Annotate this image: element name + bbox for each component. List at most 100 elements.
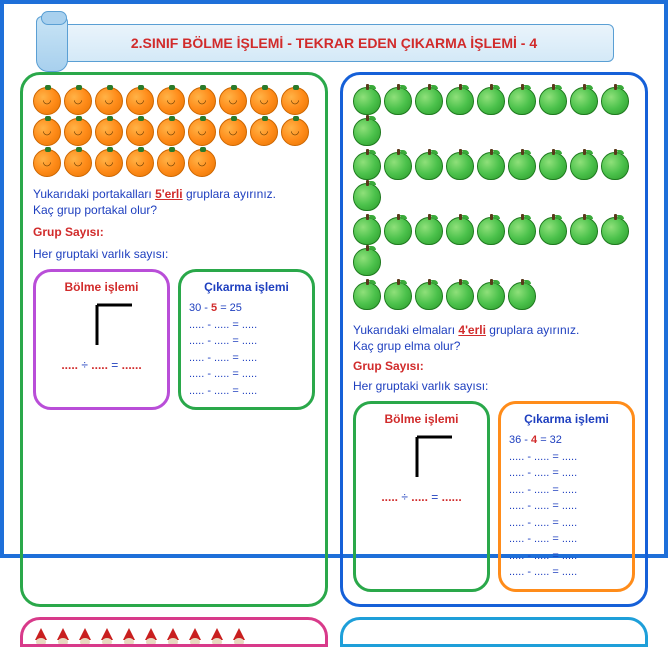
sub-line: ..... - ..... = ..... — [189, 383, 304, 400]
apple-icon — [353, 282, 381, 310]
apple-icon — [415, 87, 443, 115]
sub-first-right: 36 - 4 = 32 — [509, 432, 624, 449]
div-right: ..... — [91, 358, 108, 372]
orange-icon: ◡ — [219, 118, 247, 146]
q1-post: gruplara ayırınız. — [183, 187, 276, 201]
sub-line: ..... - ..... = ..... — [509, 548, 624, 565]
per-group-label-right: Her gruptaki varlık sayısı: — [353, 379, 635, 393]
sub-lines-right: ..... - ..... = .......... - ..... = ...… — [509, 449, 624, 581]
q1-right: Yukarıdaki elmaları 4'erli gruplara ayır… — [353, 323, 635, 337]
orange-icon: ◡ — [33, 87, 61, 115]
division-eq-left: ..... ÷ ..... = ...... — [61, 358, 141, 372]
apple-icon — [384, 87, 412, 115]
orange-icon: ◡ — [188, 149, 216, 177]
apple-icon — [353, 183, 381, 211]
panel-bottom-right — [340, 617, 648, 647]
page-title: 2.SINIF BÖLME İŞLEMİ - TEKRAR EDEN ÇIKAR… — [71, 35, 597, 51]
orange-icon: ◡ — [126, 149, 154, 177]
orange-icon: ◡ — [126, 87, 154, 115]
apple-icon — [415, 152, 443, 180]
apple-grid — [353, 87, 635, 313]
apple-icon — [353, 152, 381, 180]
apple-icon — [446, 282, 474, 310]
sub-line: ..... - ..... = ..... — [189, 317, 304, 334]
gnome-icon — [209, 628, 225, 647]
q2-right: Kaç grup elma olur? — [353, 339, 635, 353]
apple-icon — [384, 282, 412, 310]
gnome-row — [33, 628, 315, 647]
gnome-icon — [33, 628, 49, 647]
sub-line: ..... - ..... = ..... — [189, 366, 304, 383]
sub-line: ..... - ..... = ..... — [509, 515, 624, 532]
apple-icon — [353, 118, 381, 146]
apple-icon — [415, 217, 443, 245]
division-frame-left: ..... ÷ ..... = ...... — [44, 300, 159, 372]
orange-icon: ◡ — [157, 118, 185, 146]
apple-icon — [477, 217, 505, 245]
apple-icon — [539, 152, 567, 180]
bottom-row — [4, 617, 664, 647]
apple-icon — [477, 152, 505, 180]
gnome-icon — [121, 628, 137, 647]
apple-icon — [508, 217, 536, 245]
apple-icon — [477, 87, 505, 115]
gnome-icon — [231, 628, 247, 647]
apple-icon — [384, 217, 412, 245]
bolme-title-right: Bölme işlemi — [364, 412, 479, 426]
orange-icon: ◡ — [126, 118, 154, 146]
panel-gnomes — [20, 617, 328, 647]
cikarma-box-left: Çıkarma işlemi 30 - 5 = 25 ..... - .....… — [178, 269, 315, 410]
orange-icon: ◡ — [64, 118, 92, 146]
div-eq: = — [111, 358, 118, 372]
orange-icon: ◡ — [64, 149, 92, 177]
orange-icon: ◡ — [157, 87, 185, 115]
apple-icon — [446, 152, 474, 180]
gnome-icon — [187, 628, 203, 647]
sub-line: ..... - ..... = ..... — [509, 482, 624, 499]
apple-icon — [601, 152, 629, 180]
div-left-r: ..... — [381, 490, 398, 504]
cikarma-box-right: Çıkarma işlemi 36 - 4 = 32 ..... - .....… — [498, 401, 635, 592]
sub-line: ..... - ..... = ..... — [509, 564, 624, 581]
apple-icon — [477, 282, 505, 310]
q1-pre-r: Yukarıdaki elmaları — [353, 323, 458, 337]
sub-line: ..... - ..... = ..... — [189, 350, 304, 367]
apple-icon — [570, 87, 598, 115]
q1-group-r: 4'erli — [458, 323, 486, 337]
apple-icon — [353, 217, 381, 245]
div-left: ..... — [61, 358, 78, 372]
cikarma-title-left: Çıkarma işlemi — [189, 280, 304, 294]
panel-oranges: ◡◡◡◡◡◡◡◡◡◡◡◡◡◡◡◡◡◡◡◡◡◡◡◡ Yukarıdaki port… — [20, 72, 328, 607]
orange-icon: ◡ — [250, 118, 278, 146]
orange-icon: ◡ — [33, 118, 61, 146]
orange-icon: ◡ — [188, 87, 216, 115]
sub-boxes-right: Bölme işlemi ..... ÷ ..... = ...... — [353, 401, 635, 592]
orange-icon: ◡ — [33, 149, 61, 177]
apple-icon — [570, 217, 598, 245]
bolme-box-right: Bölme işlemi ..... ÷ ..... = ...... — [353, 401, 490, 592]
orange-icon: ◡ — [157, 149, 185, 177]
sub-lines-left: ..... - ..... = .......... - ..... = ...… — [189, 317, 304, 400]
q1-group: 5'erli — [155, 187, 183, 201]
apple-icon — [570, 152, 598, 180]
q1-pre: Yukarıdaki portakalları — [33, 187, 155, 201]
bolme-title-left: Bölme işlemi — [44, 280, 159, 294]
gnome-icon — [99, 628, 115, 647]
orange-icon: ◡ — [95, 149, 123, 177]
apple-icon — [601, 217, 629, 245]
scroll-icon — [36, 16, 68, 72]
apple-icon — [446, 87, 474, 115]
apple-icon — [508, 87, 536, 115]
division-bracket-icon — [67, 300, 137, 350]
orange-icon: ◡ — [95, 87, 123, 115]
panels-row: ◡◡◡◡◡◡◡◡◡◡◡◡◡◡◡◡◡◡◡◡◡◡◡◡ Yukarıdaki port… — [4, 72, 664, 607]
q2-left: Kaç grup portakal olur? — [33, 203, 315, 217]
div-eq-r: = — [431, 490, 438, 504]
apple-icon — [353, 248, 381, 276]
orange-icon: ◡ — [64, 87, 92, 115]
q1-left: Yukarıdaki portakalları 5'erli gruplara … — [33, 187, 315, 201]
sub-line: ..... - ..... = ..... — [509, 498, 624, 515]
apple-icon — [508, 152, 536, 180]
sub-line: ..... - ..... = ..... — [189, 333, 304, 350]
apple-icon — [508, 282, 536, 310]
